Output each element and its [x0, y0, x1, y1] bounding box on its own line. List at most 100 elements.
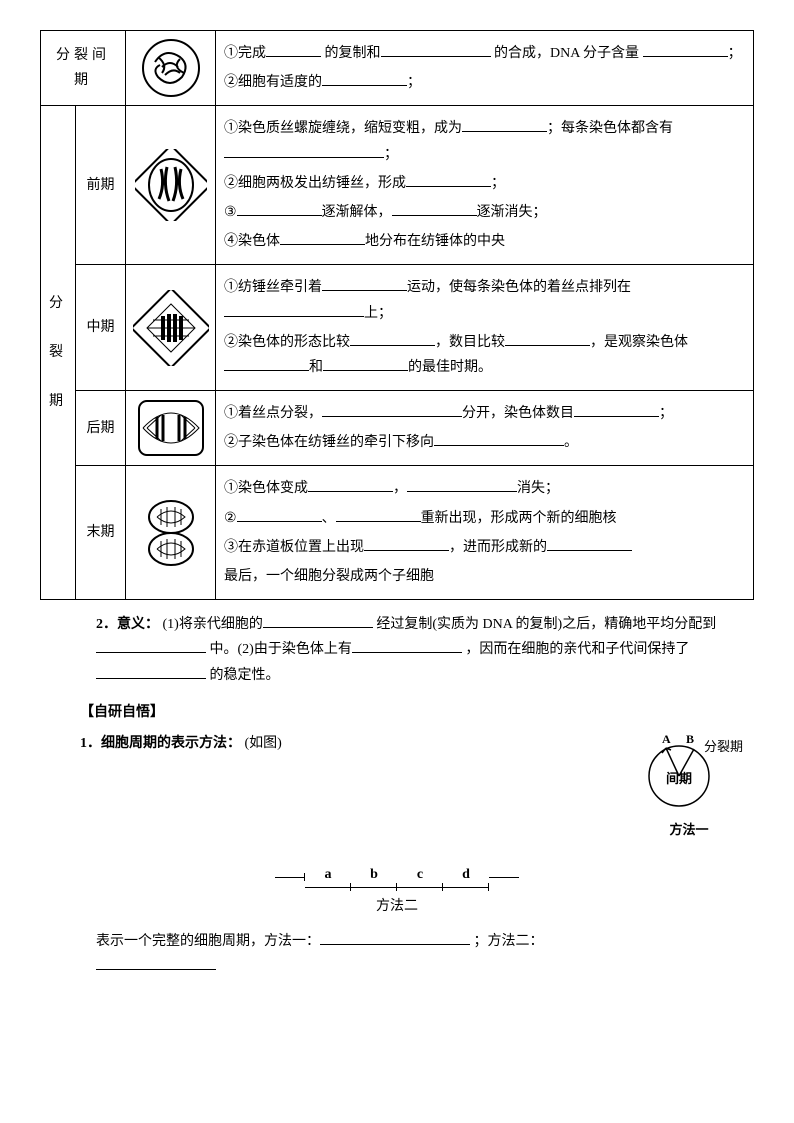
text: ②	[224, 511, 237, 526]
text: 的合成，DNA 分子含量	[494, 46, 639, 61]
seg-tail	[489, 877, 519, 878]
blank	[266, 43, 321, 57]
text: ③在赤道板位置上出现	[224, 540, 364, 555]
method2-diagram: abcd 方法二	[40, 862, 754, 919]
final-question: 表示一个完整的细胞周期，方法一： ；方法二：	[40, 929, 754, 979]
meaning-title: 意义：	[117, 617, 159, 632]
prophase-icon	[135, 149, 207, 221]
text: ，进而形成新的	[449, 540, 547, 555]
blank	[323, 357, 408, 371]
method-section: A B 分裂期 间期 方法一 1．细胞周期的表示方法： (如图)	[40, 731, 754, 842]
text: (1)将亲代细胞的	[163, 617, 263, 632]
blank	[547, 537, 632, 551]
metaphase-icon	[133, 290, 209, 366]
telophase-label: 末期	[76, 466, 126, 600]
blank	[237, 508, 322, 522]
blank	[407, 478, 517, 492]
text: ；	[384, 147, 398, 162]
text: ；每条染色体都含有	[547, 121, 673, 136]
blank	[280, 231, 365, 245]
text: ①染色质丝螺旋缠绕，缩短变粗，成为	[224, 121, 462, 136]
blank	[322, 72, 407, 86]
ziyan-heading: 【自研自悟】	[40, 700, 754, 725]
label-inter: 间期	[666, 771, 692, 786]
division-label: 分 裂 期	[41, 106, 76, 600]
item-number: 1．	[80, 736, 101, 751]
text: ；	[491, 176, 505, 191]
seg-b: b	[351, 862, 397, 888]
blank	[364, 537, 449, 551]
seg-a: a	[305, 862, 351, 888]
metaphase-image-cell	[126, 265, 216, 391]
text: ；	[659, 406, 673, 421]
metaphase-label: 中期	[76, 265, 126, 391]
text: 中。(2)由于染色体上有	[210, 642, 352, 657]
anaphase-icon	[133, 395, 209, 461]
text: ①完成	[224, 46, 266, 61]
text: ；	[407, 75, 421, 90]
text: 逐渐解体，	[322, 205, 392, 220]
blank	[350, 332, 435, 346]
blank	[434, 432, 564, 446]
blank	[263, 614, 373, 628]
blank	[505, 332, 590, 346]
text: ③	[224, 205, 237, 220]
interphase-icon	[140, 37, 202, 99]
blank	[574, 403, 659, 417]
telophase-image-cell	[126, 466, 216, 600]
mitosis-table: 分裂间期 ①完成 的复制和 的合成，DNA 分子含量 ； ②细胞有适度的； 分 …	[40, 30, 754, 600]
method1-diagram: A B 分裂期 间期 方法一	[624, 731, 754, 842]
text: ②细胞有适度的	[224, 75, 322, 90]
meaning-section: 2．意义： (1)将亲代细胞的 经过复制(实质为 DNA 的复制)之后，精确地平…	[40, 612, 754, 688]
text: 分	[49, 296, 67, 311]
prophase-content: ①染色质丝螺旋缠绕，缩短变粗，成为 ；每条染色体都含有 ； ②细胞两极发出纺锤丝，形…	[216, 106, 754, 265]
text: 裂	[49, 345, 67, 360]
text: ②染色体的形态比较	[224, 335, 350, 350]
anaphase-image-cell	[126, 391, 216, 466]
blank	[96, 639, 206, 653]
text: ，数目比较	[435, 335, 505, 350]
blank	[224, 357, 309, 371]
blank	[352, 639, 462, 653]
text: 的复制和	[325, 46, 381, 61]
text: ①着丝点分裂，	[224, 406, 322, 421]
blank	[96, 665, 206, 679]
seg-d: d	[443, 862, 489, 888]
text: 经过复制(实质为 DNA 的复制)之后，精确地平均分配到	[376, 617, 716, 632]
blank	[381, 43, 491, 57]
text: ，是观察染色体	[590, 335, 688, 350]
text: 逐渐消失；	[477, 205, 547, 220]
anaphase-label: 后期	[76, 391, 126, 466]
text: ；	[728, 46, 742, 61]
blank	[320, 931, 470, 945]
blank	[392, 202, 477, 216]
interphase-content: ①完成 的复制和 的合成，DNA 分子含量 ； ②细胞有适度的 ；	[216, 31, 754, 106]
text: 和	[309, 360, 323, 375]
text: ②细胞两极发出纺锤丝，形成	[224, 176, 406, 191]
item-number: 2．	[96, 617, 117, 632]
blank	[322, 277, 407, 291]
blank	[237, 202, 322, 216]
label-split: 分裂期	[704, 739, 743, 754]
text: 。	[564, 435, 578, 450]
text: 表示一个完整的细胞周期，方法一：	[96, 934, 320, 949]
blank	[336, 508, 421, 522]
blank	[643, 43, 728, 57]
blank	[462, 118, 547, 132]
text: (如图)	[245, 736, 282, 751]
method-title: 细胞周期的表示方法：	[101, 736, 241, 751]
metaphase-content: ①纺锤丝牵引着运动，使每条染色体的着丝点排列在上； ②染色体的形态比较，数目比较…	[216, 265, 754, 391]
text: 地分布在纺锤体的中央	[365, 234, 505, 249]
method1-caption: 方法一	[624, 818, 754, 841]
text: ；方法二：	[474, 934, 544, 949]
anaphase-content: ①着丝点分裂， 分开，染色体数目 ； ②子染色体在纺锤丝的牵引下移向 。	[216, 391, 754, 466]
text: 的最佳时期。	[408, 360, 492, 375]
interphase-image-cell	[126, 31, 216, 106]
text: 分开，染色体数目	[462, 406, 574, 421]
label-b: B	[686, 732, 694, 746]
label-a: A	[662, 732, 671, 746]
text: ②子染色体在纺锤丝的牵引下移向	[224, 435, 434, 450]
blank	[322, 403, 462, 417]
blank	[406, 173, 491, 187]
ziyan-label: 【自研自悟】	[80, 705, 164, 720]
